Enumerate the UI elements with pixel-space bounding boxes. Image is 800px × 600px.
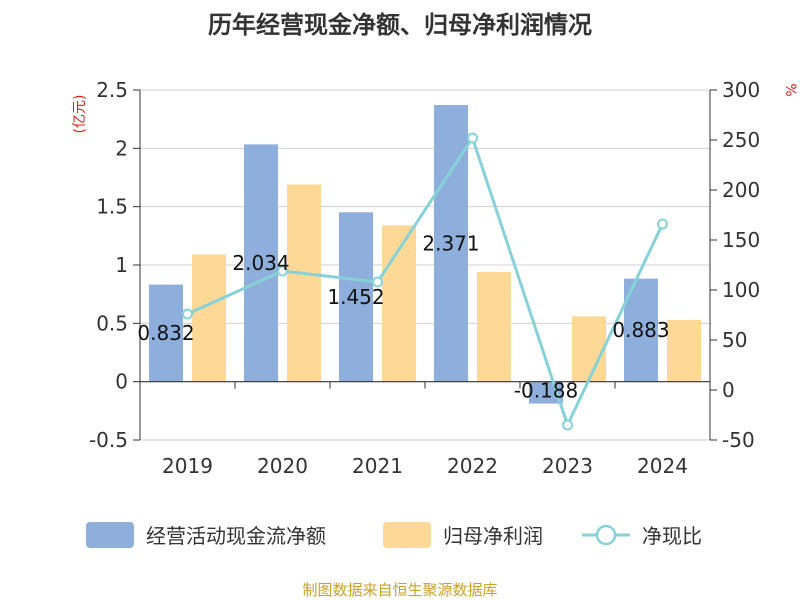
data-label-operating-cash-flow: 2.371 [422,231,479,255]
data-label-operating-cash-flow: 1.452 [327,285,384,309]
ratio-point [657,218,668,230]
left-axis-tick-label: 2 [115,136,128,160]
ratio-line-path [186,136,664,427]
legend-label-net-profit: 归母净利润 [443,524,543,548]
ratio-point [467,132,478,144]
data-label-operating-cash-flow: -0.188 [514,379,578,403]
left-axis-tick-label: 2.5 [96,78,128,102]
right-axis-unit: % [782,83,798,96]
legend-label-operating-cash-flow: 经营活动现金流净额 [146,524,326,548]
bar-operating-cash-flow [244,144,278,382]
bar-net-profit [287,184,321,382]
legend-marker-cash-ratio [595,524,617,546]
left-axis-tick-label: 0 [115,370,128,394]
legend-item-net-profit[interactable]: 归母净利润 [383,522,543,548]
data-label-operating-cash-flow: 0.883 [612,318,669,342]
ratio-point [372,276,383,288]
category-label: 2019 [162,454,213,478]
right-axis-tick-label: 100 [722,278,760,302]
legend-item-operating-cash-flow[interactable]: 经营活动现金流净额 [86,522,326,548]
bar-net-profit [192,254,226,382]
ratio-line [182,132,668,431]
axes: -0.5 0 0.5 1 1.5 2 2.5 -50 0 50 100 150 200 250 300 201… [89,78,760,478]
legend: 经营活动现金流净额 归母净利润 净现比 [86,522,702,548]
right-axis-tick-label: 50 [722,328,747,352]
bar-net-profit [477,272,511,382]
legend-label-cash-ratio: 净现比 [642,524,702,548]
bar-operating-cash-flow [339,212,373,382]
legend-swatch-operating-cash-flow [86,522,134,548]
category-label: 2024 [637,454,688,478]
category-label: 2021 [352,454,403,478]
chart-title: 历年经营现金净额、归母净利润情况 [208,11,592,39]
ratio-point [182,308,193,320]
data-label-operating-cash-flow: 0.832 [137,321,194,345]
category-label: 2020 [257,454,308,478]
data-labels: 0.832 2.034 1.452 2.371 -0.188 0.883 [137,231,669,402]
bar-net-profit [667,319,701,382]
left-axis-tick-label: -0.5 [89,428,128,452]
right-axis-tick-label: -50 [722,428,755,452]
right-axis-tick-label: 300 [722,78,760,102]
category-label: 2023 [542,454,593,478]
right-axis-tick-label: 0 [722,378,735,402]
ratio-point [562,419,573,431]
bar-net-profit [572,316,606,382]
bar-operating-cash-flow [149,284,183,382]
category-label: 2022 [447,454,498,478]
data-label-operating-cash-flow: 2.034 [232,251,289,275]
left-axis-tick-label: 1 [115,253,128,277]
bars [149,105,701,404]
grid [140,89,710,441]
left-axis-unit: (亿元) [72,95,88,134]
right-axis-tick-label: 150 [722,228,760,252]
ratio-point [277,265,288,277]
legend-swatch-net-profit [383,522,431,548]
right-axis-tick-label: 200 [722,178,760,202]
legend-item-cash-ratio[interactable]: 净现比 [582,524,702,548]
right-axis-tick-label: 250 [722,128,760,152]
source-note: 制图数据来自恒生聚源数据库 [302,581,497,599]
left-axis-tick-label: 1.5 [96,195,128,219]
left-axis-tick-label: 0.5 [96,311,128,335]
